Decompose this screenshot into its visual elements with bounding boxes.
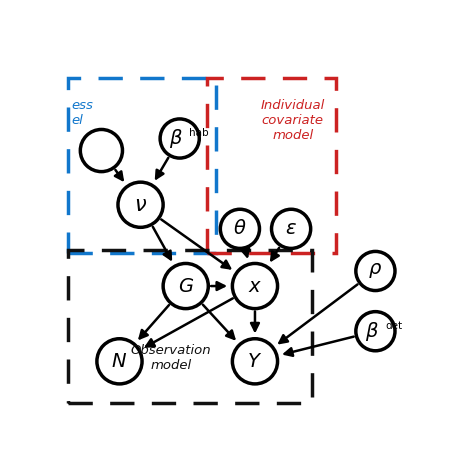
Text: $G$: $G$ [178, 276, 194, 296]
Bar [207, 78, 336, 253]
Circle shape [272, 209, 310, 248]
Circle shape [80, 129, 122, 172]
Text: $\varepsilon$: $\varepsilon$ [285, 219, 297, 238]
Text: $N$: $N$ [111, 352, 128, 371]
Text: hab: hab [189, 128, 209, 138]
Text: $\nu$: $\nu$ [134, 195, 147, 215]
Circle shape [356, 311, 395, 351]
Text: $x$: $x$ [248, 276, 262, 296]
Circle shape [163, 264, 208, 309]
Text: ess
el: ess el [71, 100, 93, 128]
Circle shape [118, 182, 163, 228]
Bar [68, 78, 216, 253]
Circle shape [232, 264, 278, 309]
Text: $\beta$: $\beta$ [169, 127, 183, 150]
Text: Observation
model: Observation model [130, 344, 211, 372]
Circle shape [97, 339, 142, 384]
Bar [68, 250, 312, 403]
Circle shape [232, 339, 278, 384]
Text: $\beta$: $\beta$ [365, 319, 379, 343]
Text: $Y$: $Y$ [247, 352, 263, 371]
Text: $\rho$: $\rho$ [368, 262, 383, 281]
Text: det: det [385, 321, 402, 331]
Circle shape [220, 209, 259, 248]
Circle shape [160, 119, 199, 158]
Circle shape [356, 251, 395, 291]
Text: Individual
covariate
model: Individual covariate model [261, 100, 325, 142]
Text: $\theta$: $\theta$ [233, 219, 246, 238]
